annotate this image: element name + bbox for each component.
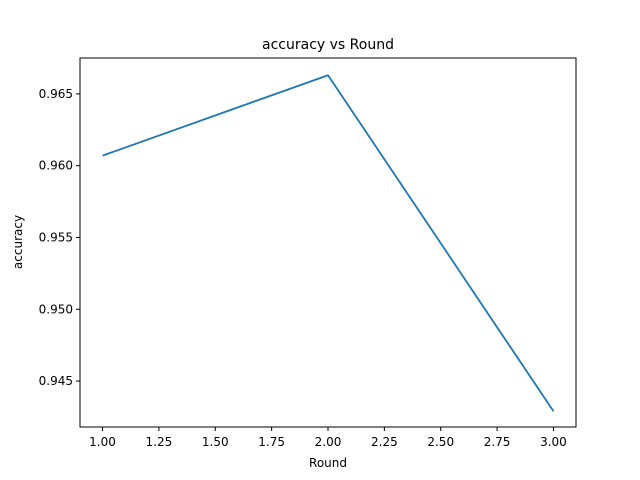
x-tick-label: 2.00 xyxy=(315,435,342,449)
plot-frame xyxy=(79,57,577,428)
x-tick-label: 2.50 xyxy=(427,435,454,449)
y-tick-label: 0.950 xyxy=(39,302,73,316)
accuracy-series-line xyxy=(102,74,555,412)
y-tick-label: 0.965 xyxy=(39,87,73,101)
x-tick-label: 1.25 xyxy=(146,435,173,449)
y-tick-label: 0.945 xyxy=(39,374,73,388)
y-axis-ticks: 0.945 0.950 0.955 0.960 0.965 xyxy=(39,87,80,388)
x-tick-label: 1.75 xyxy=(258,435,285,449)
x-tick-label: 3.00 xyxy=(540,435,567,449)
x-axis-label: Round xyxy=(309,456,347,470)
y-tick-label: 0.955 xyxy=(39,230,73,244)
chart-title: accuracy vs Round xyxy=(262,37,394,53)
y-axis-label: accuracy xyxy=(11,215,25,269)
x-tick-label: 2.75 xyxy=(484,435,511,449)
x-tick-label: 1.00 xyxy=(89,435,116,449)
x-tick-label: 1.50 xyxy=(202,435,229,449)
x-axis-ticks: 1.00 1.25 1.50 1.75 2.00 2.25 2.50 2.75 3.00 xyxy=(89,427,567,449)
x-tick-label: 2.25 xyxy=(371,435,398,449)
y-tick-label: 0.960 xyxy=(39,159,73,173)
